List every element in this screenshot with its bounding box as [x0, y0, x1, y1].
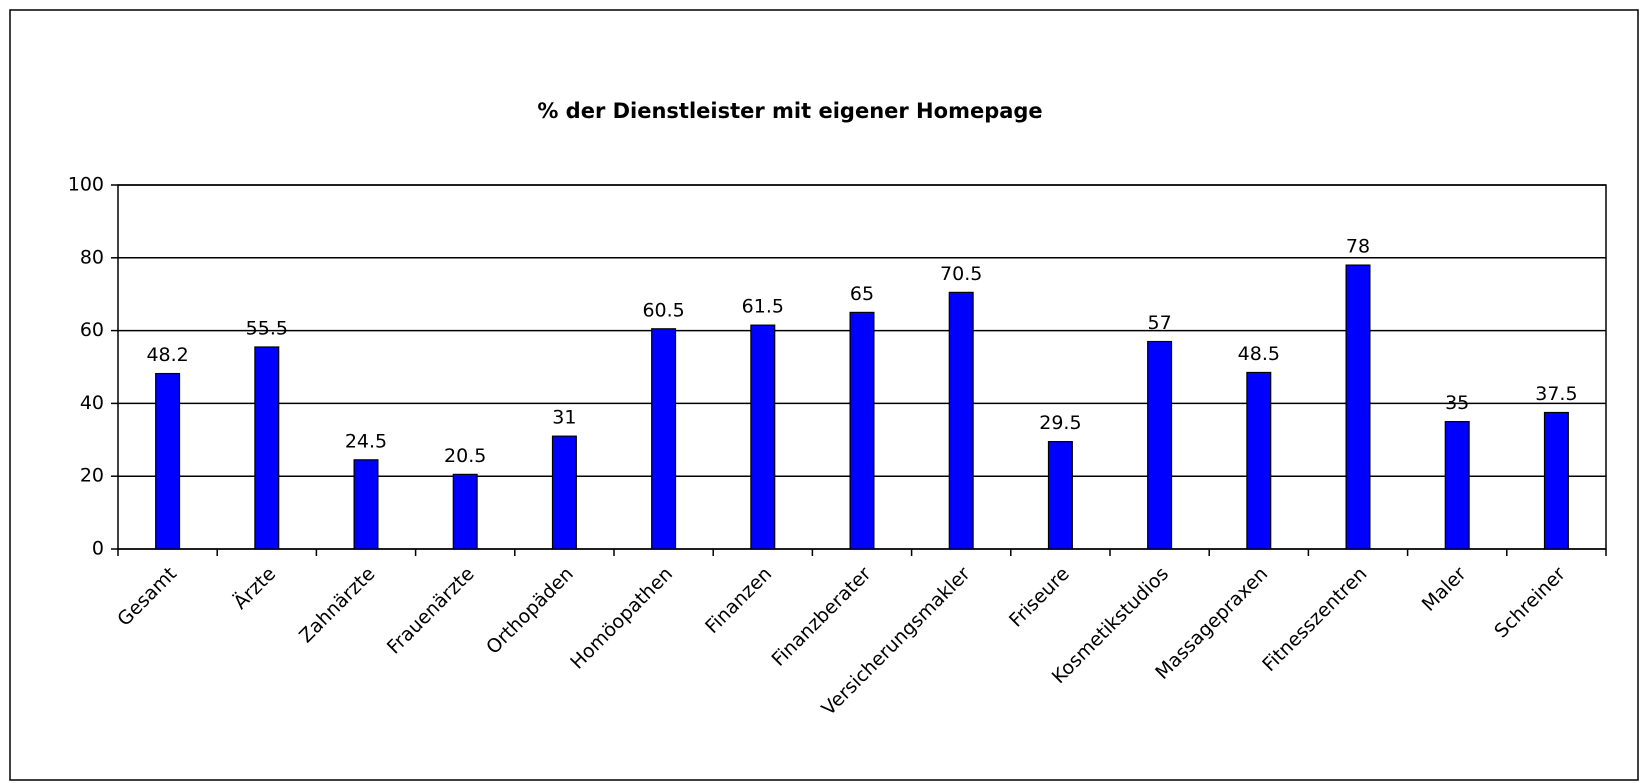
- bar: [948, 291, 974, 550]
- y-tick-label: 100: [68, 174, 104, 196]
- bar: [849, 311, 875, 550]
- y-tick-label: 40: [80, 392, 104, 414]
- bar: [1246, 371, 1272, 550]
- data-label: 61.5: [742, 296, 784, 318]
- data-label: 37.5: [1535, 383, 1577, 405]
- chart-title: % der Dienstleister mit eigener Homepage: [537, 99, 1042, 123]
- bar: [254, 346, 280, 550]
- bar: [651, 328, 677, 550]
- data-label: 29.5: [1039, 412, 1081, 434]
- bar: [551, 435, 577, 550]
- data-label: 70.5: [940, 263, 982, 285]
- y-tick-label: 0: [92, 538, 104, 560]
- bar: [452, 473, 478, 550]
- chart-border: [9, 9, 1639, 781]
- y-tick-label: 80: [80, 246, 104, 268]
- bar: [1444, 421, 1470, 550]
- data-label: 57: [1148, 312, 1172, 334]
- data-label: 48.2: [146, 344, 188, 366]
- bar: [750, 324, 776, 550]
- data-label: 55.5: [246, 317, 288, 339]
- data-label: 31: [552, 407, 576, 429]
- bar: [155, 372, 181, 550]
- y-tick-label: 20: [80, 465, 104, 487]
- y-tick-label: 60: [80, 319, 104, 341]
- data-label: 78: [1346, 236, 1370, 258]
- data-label: 48.5: [1238, 343, 1280, 365]
- bar: [1543, 411, 1569, 550]
- data-label: 24.5: [345, 430, 387, 452]
- bar: [353, 459, 379, 550]
- data-label: 20.5: [444, 445, 486, 467]
- data-label: 35: [1445, 392, 1469, 414]
- bar: [1345, 264, 1371, 550]
- bar: [1147, 340, 1173, 550]
- bar: [1047, 441, 1073, 550]
- data-label: 65: [850, 283, 874, 305]
- data-label: 60.5: [642, 299, 684, 321]
